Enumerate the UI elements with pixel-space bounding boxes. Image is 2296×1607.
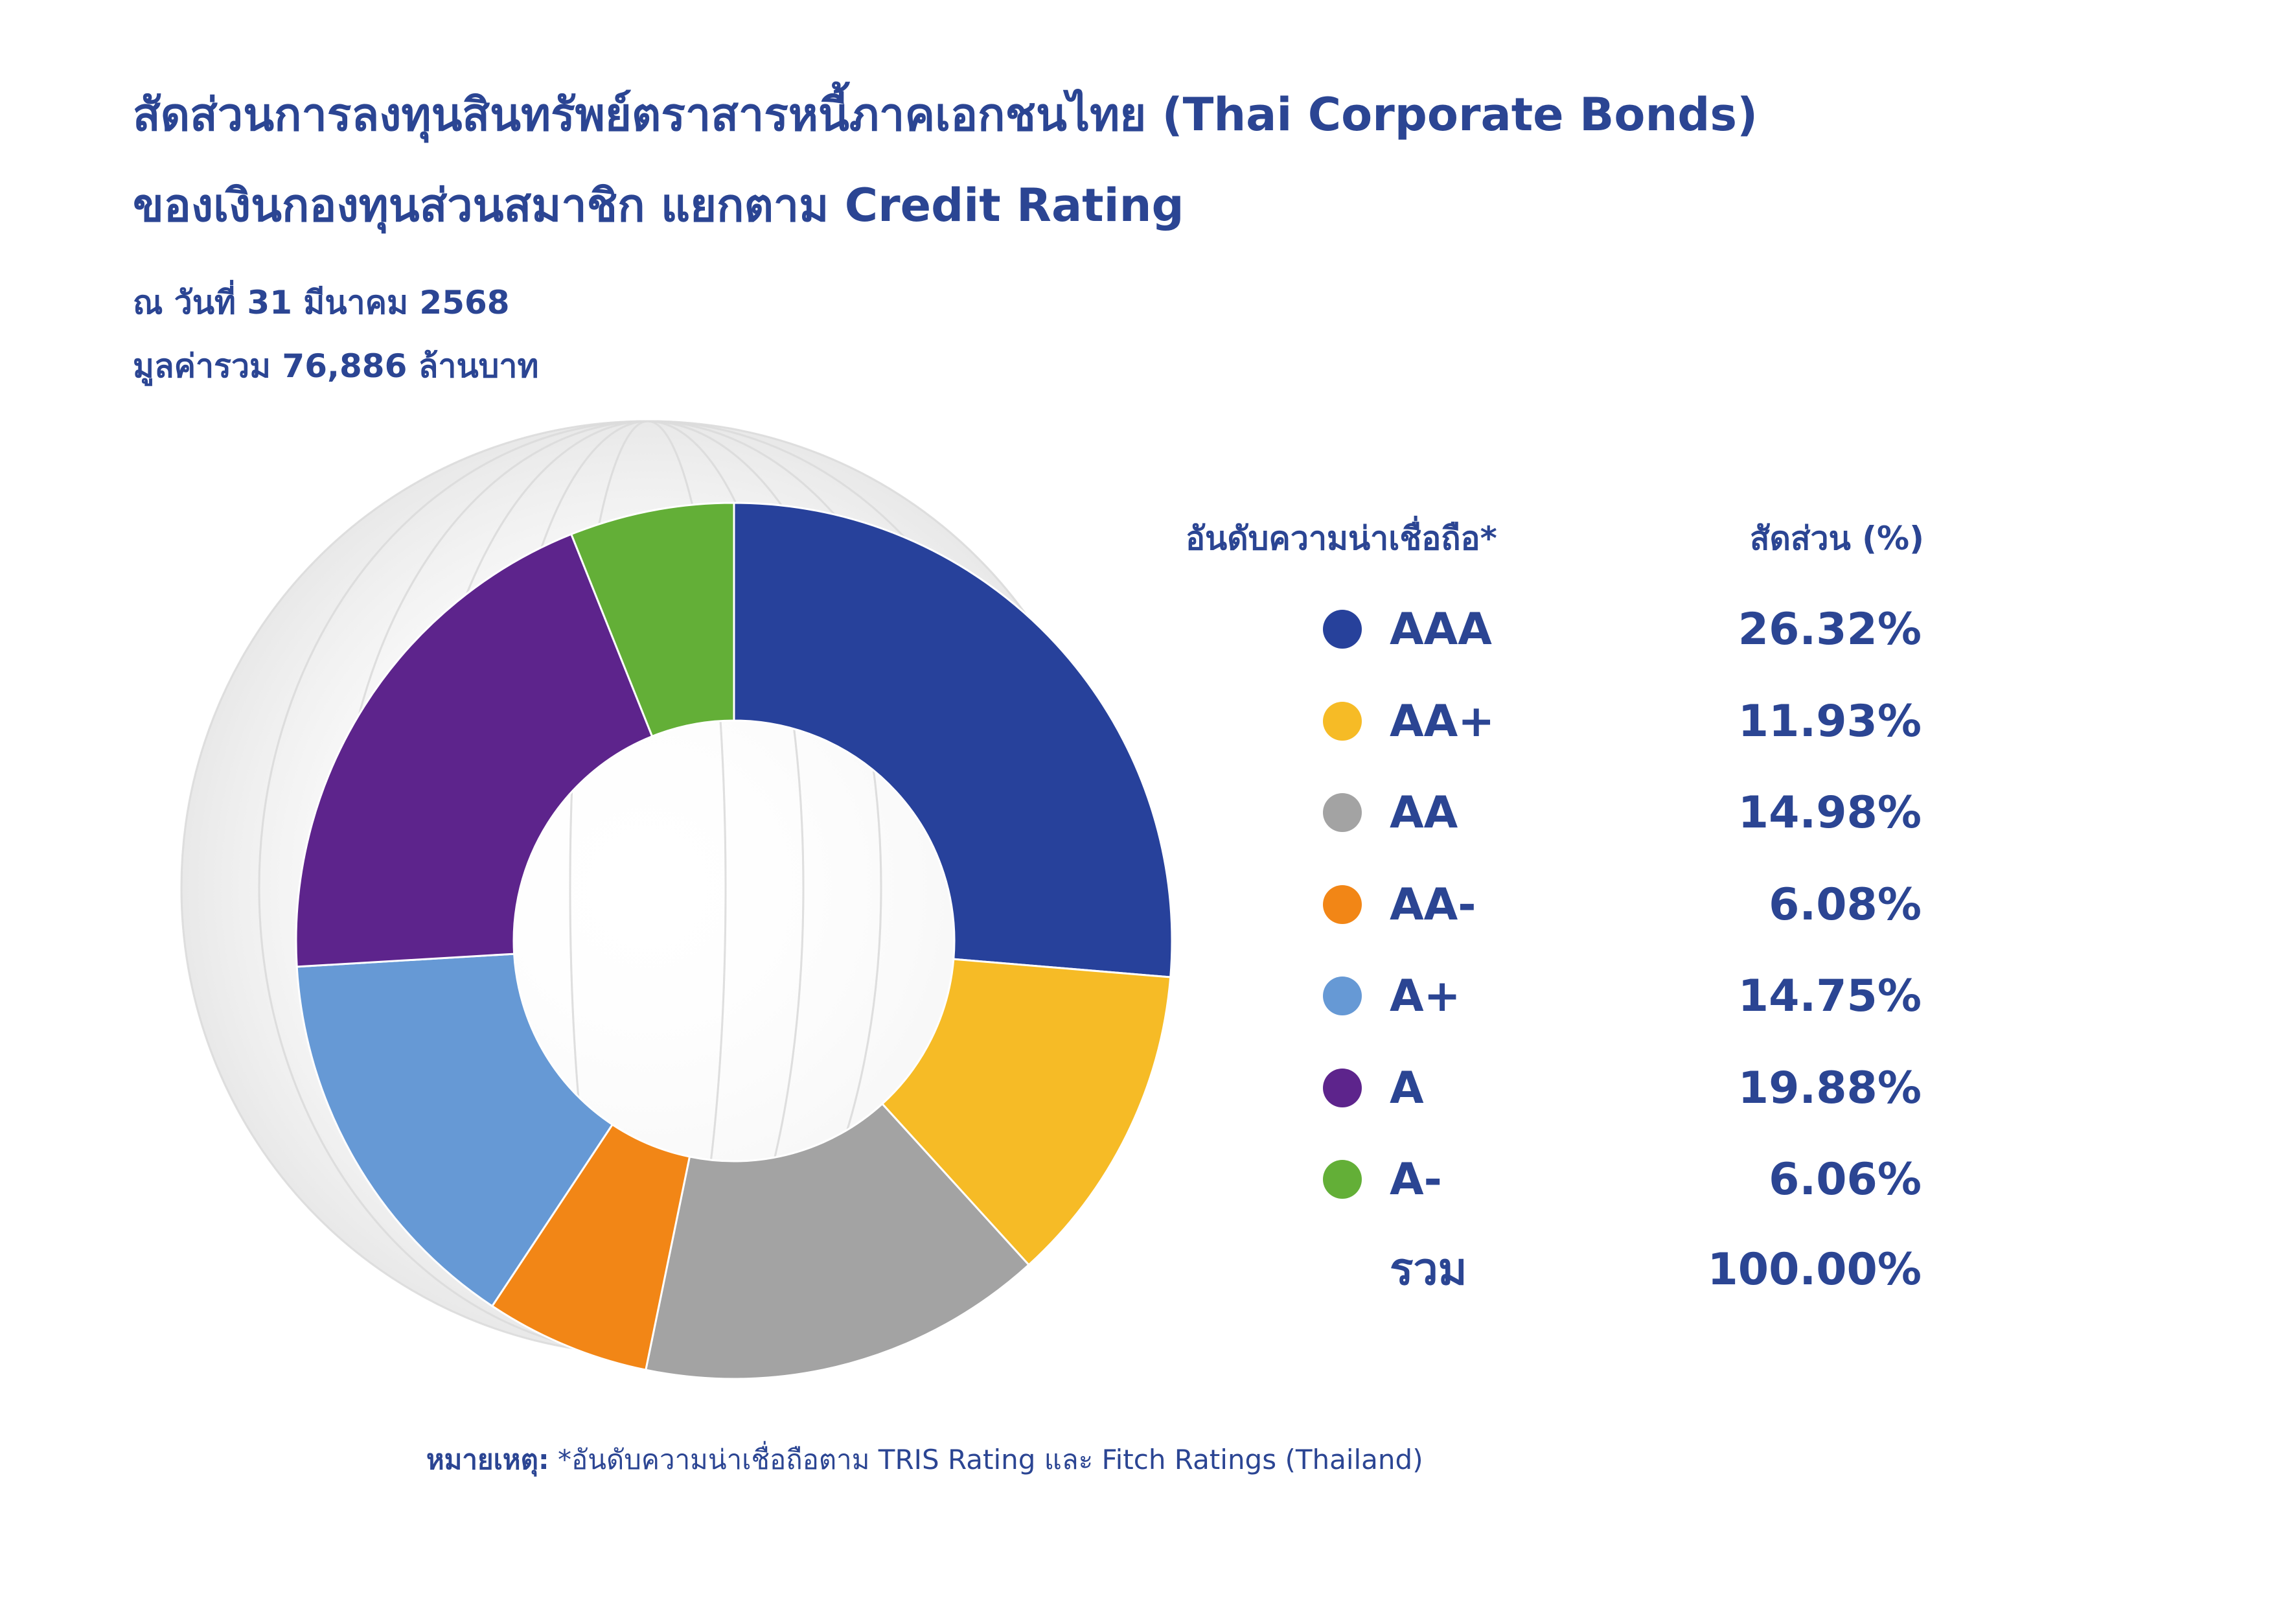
donut-slice-aa-plus xyxy=(880,958,1172,1267)
footnote-label: หมายเหตุ: xyxy=(426,1444,549,1475)
legend-value-a: 19.88% xyxy=(1738,1062,1922,1114)
legend-label-aaa: AAA xyxy=(1390,604,1492,655)
legend-value-aa-plus: 11.93% xyxy=(1738,695,1922,747)
legend-value-aaa: 26.32% xyxy=(1738,604,1922,655)
donut-slice-a-plus xyxy=(295,953,614,1308)
donut-slice-a-minus xyxy=(569,502,735,738)
legend-header-rating: อันดับความน่าเชื่อถือ* xyxy=(1186,520,1497,557)
legend-label-a-minus: A- xyxy=(1390,1154,1442,1205)
chart-title-line-2: ของเงินกองทุนส่วนสมาชิก แยกตาม Credit Ra… xyxy=(133,179,1184,232)
legend-row-a-plus: A+ 14.75% xyxy=(0,960,2296,1032)
donut-slice-a xyxy=(295,533,654,968)
chart-title-line-1: สัดส่วนการลงทุนสินทรัพย์ตราสารหนี้ภาคเอก… xyxy=(133,88,1758,141)
as-of-date: ณ วันที่ 31 มีนาคม 2568 xyxy=(133,284,510,321)
legend-row-aa-minus: AA- 6.08% xyxy=(0,869,2296,940)
legend-label-aa: AA xyxy=(1390,787,1458,838)
legend-swatch-aaa xyxy=(1323,610,1362,649)
legend-header-share: สัดส่วน (%) xyxy=(1750,520,1924,557)
footnote-text: *อันดับความน่าเชื่อถือตาม TRIS Rating แล… xyxy=(549,1444,1423,1475)
legend-row-aa-plus: AA+ 11.93% xyxy=(0,686,2296,757)
donut-slice-aaa xyxy=(733,502,1173,978)
donut-slice-aa xyxy=(644,1102,1031,1380)
legend-label-a-plus: A+ xyxy=(1390,971,1461,1022)
legend-row-a: A 19.88% xyxy=(0,1052,2296,1124)
legend-total-value: 100.00% xyxy=(1707,1244,1922,1295)
legend-swatch-a-plus xyxy=(1323,977,1362,1015)
legend-value-aa-minus: 6.08% xyxy=(1769,879,1922,931)
legend-swatch-aa-plus xyxy=(1323,701,1362,741)
legend-swatch-aa-minus xyxy=(1323,884,1362,924)
legend-label-aa-minus: AA- xyxy=(1390,879,1476,931)
footnote: หมายเหตุ: *อันดับความน่าเชื่อถือตาม TRIS… xyxy=(426,1446,1423,1474)
legend-label-aa-plus: AA+ xyxy=(1390,695,1495,747)
legend-value-a-minus: 6.06% xyxy=(1769,1154,1922,1205)
legend-value-a-plus: 14.75% xyxy=(1738,971,1922,1022)
legend-swatch-a-minus xyxy=(1323,1160,1362,1199)
legend-swatch-aa xyxy=(1323,793,1362,832)
legend-value-aa: 14.98% xyxy=(1738,787,1922,838)
legend-row-aa: AA 14.98% xyxy=(0,777,2296,848)
total-value-text: มูลค่ารวม 76,886 ล้านบาท xyxy=(133,347,539,385)
legend-total-row: รวม 100.00% xyxy=(0,1234,2296,1305)
legend-swatch-a xyxy=(1323,1068,1362,1107)
legend-row-a-minus: A- 6.06% xyxy=(0,1144,2296,1215)
legend-total-label: รวม xyxy=(1390,1244,1467,1295)
legend-row-aaa: AAA 26.32% xyxy=(0,594,2296,665)
legend-label-a: A xyxy=(1390,1062,1424,1114)
